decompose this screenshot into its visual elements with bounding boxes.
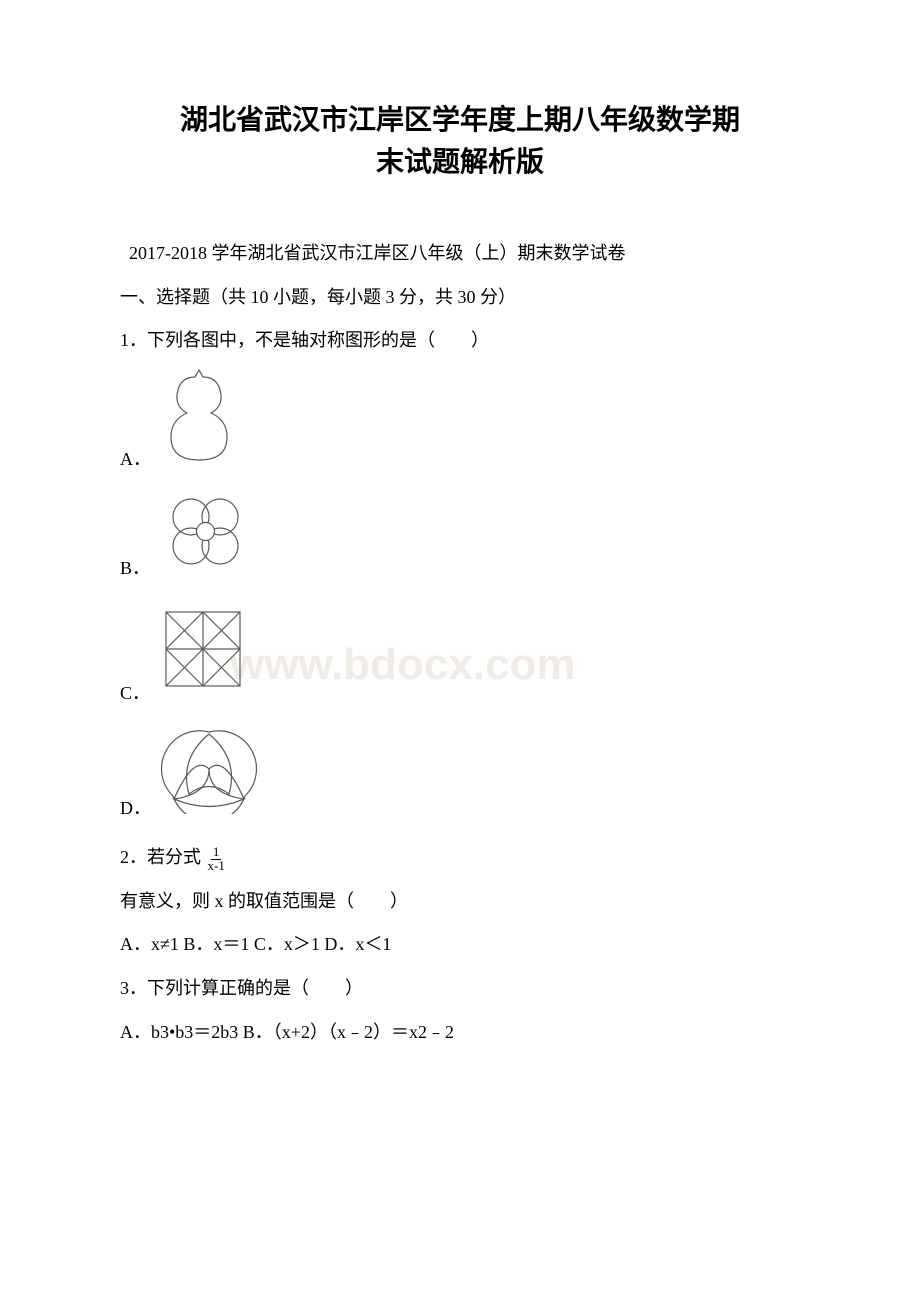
option-c-figure xyxy=(158,604,248,714)
pinwheel-shape-icon xyxy=(158,604,248,699)
intro-text: 2017-2018 学年湖北省武汉市江岸区八年级（上）期末数学试卷 xyxy=(120,234,800,274)
option-b-figure xyxy=(158,489,253,589)
flower-shape-icon xyxy=(158,489,253,574)
option-c-label: C． xyxy=(120,674,150,714)
question-2-line1: 2．若分式 1 x-1 xyxy=(120,838,800,878)
option-d-label: D． xyxy=(120,789,151,829)
option-a-figure xyxy=(159,365,239,480)
question-2-options: A．x≠1 B．x＝1 C．x＞1 D．x＜1 xyxy=(120,925,800,965)
triquetra-shape-icon xyxy=(159,724,259,814)
option-a-label: A． xyxy=(120,440,151,480)
option-a-row: A． xyxy=(120,365,800,480)
option-c-row: C． xyxy=(120,604,800,714)
option-d-figure xyxy=(159,724,259,829)
fraction-icon: 1 x-1 xyxy=(206,845,227,874)
option-b-row: B． xyxy=(120,489,800,589)
content-body: 2017-2018 学年湖北省武汉市江岸区八年级（上）期末数学试卷 一、选择题（… xyxy=(120,234,800,1052)
document-title: 湖北省武汉市江岸区学年度上期八年级数学期 末试题解析版 xyxy=(120,100,800,184)
option-b-label: B． xyxy=(120,549,150,589)
question-3: 3．下列计算正确的是（ ） xyxy=(120,969,800,1009)
q2-prefix: 2．若分式 xyxy=(120,847,201,867)
question-1: 1．下列各图中，不是轴对称图形的是（ ） xyxy=(120,321,800,361)
document-content: 湖北省武汉市江岸区学年度上期八年级数学期 末试题解析版 2017-2018 学年… xyxy=(120,100,800,1052)
question-2-line2: 有意义，则 x 的取值范围是（ ） xyxy=(120,882,800,922)
fraction-denominator: x-1 xyxy=(206,858,227,873)
title-line-1: 湖北省武汉市江岸区学年度上期八年级数学期 xyxy=(120,100,800,142)
title-line-2: 末试题解析版 xyxy=(120,142,800,184)
section-heading: 一、选择题（共 10 小题，每小题 3 分，共 30 分） xyxy=(120,278,800,318)
question-3-options: A．b3•b3＝2b3 B．（x+2）（x﹣2）＝x2﹣2 xyxy=(120,1013,800,1053)
option-d-row: D． xyxy=(120,724,800,829)
gourd-shape-icon xyxy=(159,365,239,465)
